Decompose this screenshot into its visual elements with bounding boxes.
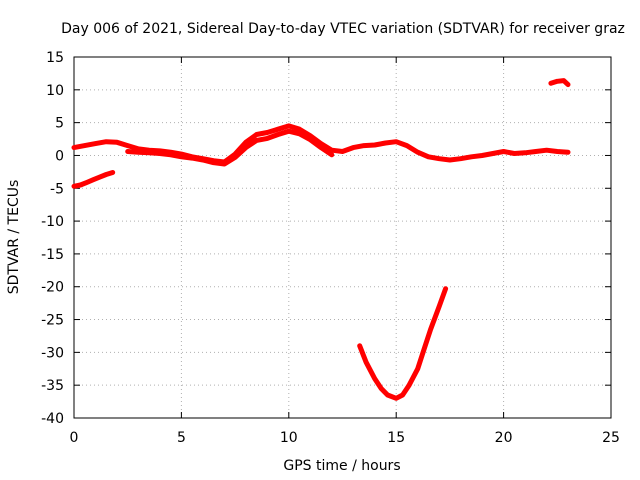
- x-tick-label: 25: [602, 430, 620, 446]
- x-axis: 0 5 10 15 20 25: [70, 57, 620, 446]
- x-tick-label: 5: [177, 430, 186, 446]
- y-tick-label: 15: [46, 50, 64, 66]
- series-segment-main-lower: [125, 128, 335, 167]
- y-axis: 15 10 5 0 -5 -10 -15 -20 -25 -30 -35 -40: [41, 50, 611, 427]
- series-group: [71, 78, 571, 401]
- x-axis-title: GPS time / hours: [283, 458, 400, 474]
- series-segment-early-negative: [71, 170, 116, 189]
- series-segment-main: [71, 123, 571, 165]
- y-tick-label: -10: [41, 214, 64, 230]
- x-tick-label: 15: [387, 430, 405, 446]
- y-tick-label: 0: [55, 148, 64, 164]
- series-segment-deep-dip: [357, 286, 449, 401]
- y-tick-label: 10: [46, 83, 64, 99]
- grid: [74, 57, 611, 418]
- plot-frame: [73, 56, 612, 419]
- y-tick-label: -15: [41, 247, 64, 263]
- y-tick-label: -25: [41, 313, 64, 329]
- series-segment-late-high: [548, 78, 571, 88]
- y-tick-label: -30: [41, 345, 64, 361]
- x-tick-label: 0: [70, 430, 79, 446]
- y-tick-label: 5: [55, 116, 64, 132]
- x-tick-label: 10: [280, 430, 298, 446]
- y-tick-label: -35: [41, 378, 64, 394]
- y-tick-label: -20: [41, 280, 64, 296]
- y-axis-title: SDTVAR / TECUs: [6, 180, 22, 295]
- x-tick-label: 20: [495, 430, 513, 446]
- y-tick-label: -40: [41, 411, 64, 427]
- y-tick-label: -5: [50, 181, 64, 197]
- chart-title: Day 006 of 2021, Sidereal Day-to-day VTE…: [61, 21, 625, 37]
